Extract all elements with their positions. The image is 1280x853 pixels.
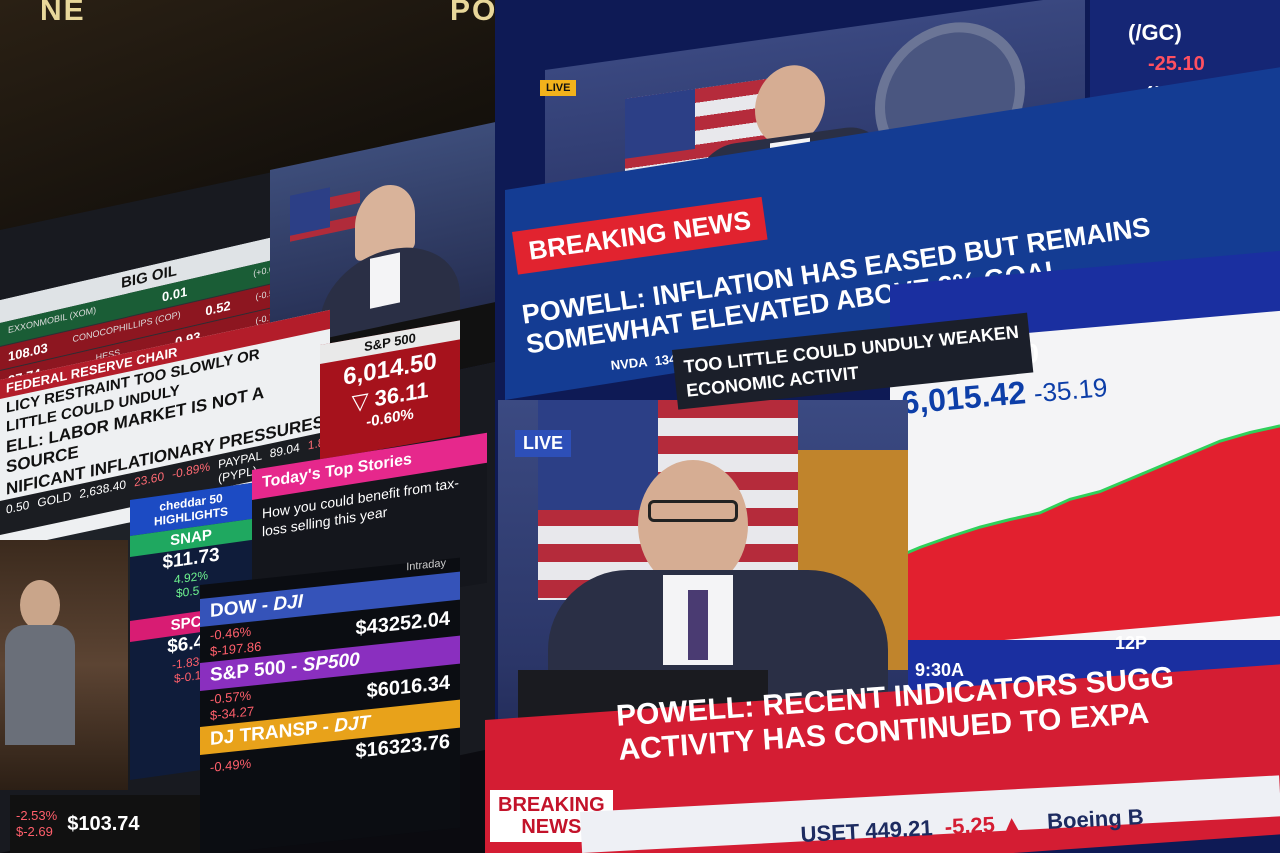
chart-panel	[889, 295, 1280, 710]
index-name: S&P 500	[210, 656, 286, 686]
time-label: 9:30A	[915, 660, 965, 680]
glasses-icon	[648, 500, 738, 522]
breaking-word: BREAKING	[498, 794, 605, 816]
ticker-item: 0.50	[6, 497, 30, 517]
chart-price-delta: -35.19	[1032, 372, 1109, 409]
index-value: $43252.04	[355, 607, 450, 640]
ceiling-sign-left: NE	[40, 0, 86, 27]
ticker-item: Boeing B	[1046, 804, 1145, 835]
time-label: 12P	[1115, 633, 1148, 653]
oil-value: 0.01	[162, 283, 188, 305]
commodity-gc-change: -25.10	[1148, 50, 1205, 76]
ticker-change: -5.25	[944, 811, 996, 840]
live-badge-main: LIVE	[515, 430, 572, 457]
news-word: NEWS	[521, 816, 582, 838]
ceiling-sign-right: PO	[450, 0, 498, 27]
index-name: DOW	[210, 596, 257, 622]
extra-index-row: -2.53% $-2.69 $103.74	[10, 795, 200, 853]
person-head	[20, 580, 60, 630]
index-symbol: SP500	[302, 649, 360, 677]
up-triangle-icon: ▲	[1000, 810, 1024, 837]
index-pct: -0.49%	[210, 755, 252, 775]
index-change: $-2.69	[16, 824, 53, 839]
chart-line	[889, 424, 1280, 562]
down-arrow-icon: ▽	[351, 386, 375, 416]
flag-canton	[290, 187, 330, 236]
commodity-change: -25.10	[1148, 53, 1205, 75]
person-suit	[5, 625, 75, 745]
commodity-symbol: (/GC)	[1128, 20, 1182, 45]
index-change: $-34.27	[210, 703, 255, 723]
index-value: $103.74	[67, 812, 140, 835]
index-symbol: DJT	[334, 712, 371, 737]
oil-value: 0.52	[205, 297, 231, 319]
speaker-tie	[688, 590, 708, 660]
ticker-item: 2,638.40	[79, 477, 127, 502]
index-symbol: DJI	[273, 591, 303, 616]
commodity-gc: (/GC)	[1128, 20, 1182, 46]
live-badge-top: LIVE	[540, 80, 577, 96]
chart-area-fill	[890, 425, 1280, 650]
office-photo	[0, 540, 128, 790]
chart-svg	[889, 424, 1280, 650]
speaker-head	[638, 460, 748, 590]
flag-canton	[625, 88, 695, 159]
index-pct: -2.53%	[16, 808, 58, 823]
indices-panel: Intraday DOW - DJI -0.46% $-197.86 $43252…	[200, 557, 460, 853]
ticker-item: GOLD	[37, 488, 72, 511]
speaker-shirt	[370, 252, 400, 309]
index-value: $6016.34	[366, 671, 450, 702]
